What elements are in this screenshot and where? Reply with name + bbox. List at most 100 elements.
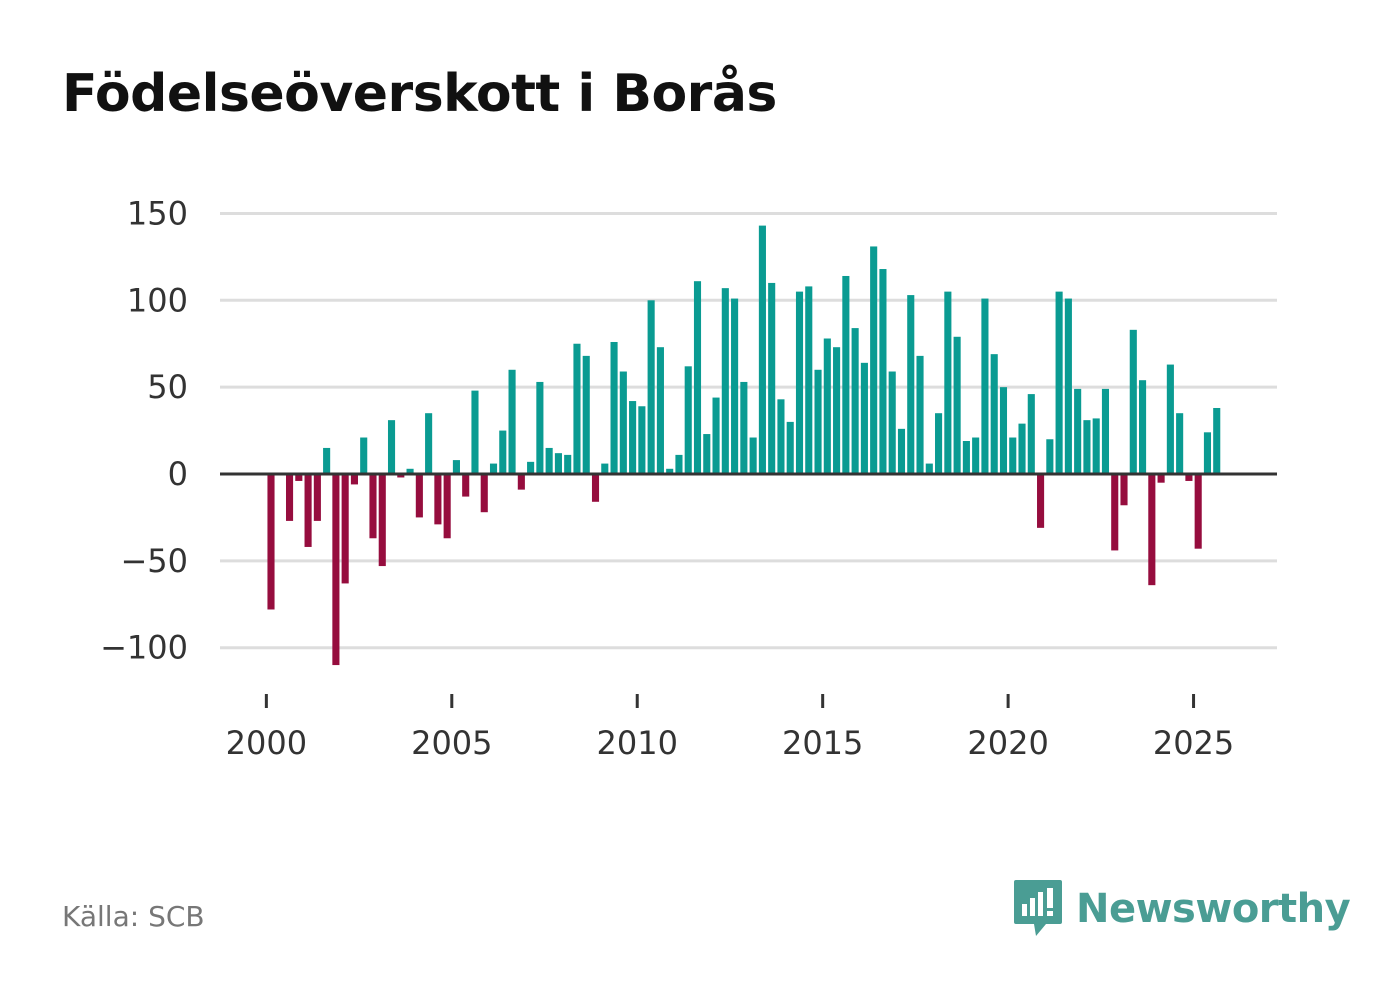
y-tick-label: −50 — [120, 542, 188, 580]
bar — [916, 355, 924, 474]
bar — [350, 474, 358, 485]
bar — [795, 291, 804, 474]
x-tick-label: 2025 — [1153, 724, 1234, 762]
bar — [638, 406, 646, 474]
bar — [814, 369, 822, 474]
bar — [554, 453, 562, 474]
x-tick-label: 2000 — [226, 724, 307, 762]
y-tick-label: 100 — [127, 281, 188, 319]
brand-name: Newsworthy — [1076, 886, 1351, 932]
bar — [647, 300, 655, 474]
bar — [1213, 407, 1221, 474]
bar — [870, 246, 878, 474]
bar — [888, 371, 896, 474]
grid-lines — [220, 211, 1277, 650]
bar — [1129, 329, 1137, 474]
bar — [758, 225, 766, 474]
bar — [1203, 432, 1212, 474]
x-tick-label: 2020 — [967, 724, 1048, 762]
bar — [397, 474, 405, 478]
source-note: Källa: SCB — [62, 900, 205, 933]
bar — [295, 474, 303, 481]
bar — [907, 295, 915, 474]
bar — [1157, 474, 1165, 483]
bar — [387, 420, 396, 474]
bar — [749, 437, 757, 474]
bar — [731, 298, 739, 474]
bar — [1185, 474, 1193, 481]
bar — [378, 474, 386, 567]
bar — [842, 275, 850, 474]
bar — [999, 387, 1008, 474]
bar — [1046, 439, 1054, 474]
bar — [313, 474, 321, 521]
bar — [285, 474, 294, 521]
bar — [545, 447, 553, 474]
bar — [860, 362, 868, 474]
bar — [462, 474, 470, 497]
bar — [962, 441, 970, 474]
bar — [768, 282, 776, 474]
y-tick-label: 0 — [168, 455, 188, 493]
bars — [267, 225, 1221, 666]
bar — [935, 413, 943, 474]
bar — [499, 430, 507, 474]
bar — [629, 401, 637, 474]
bar — [369, 474, 377, 539]
bar — [925, 463, 933, 474]
bar — [805, 286, 813, 474]
bar — [833, 347, 841, 474]
bar — [564, 454, 572, 474]
x-tick-label: 2005 — [411, 724, 492, 762]
bar — [406, 468, 414, 474]
y-tick-label: 50 — [147, 368, 188, 406]
bar — [1176, 413, 1184, 474]
bar — [972, 437, 980, 474]
bar — [527, 461, 535, 474]
bar — [666, 468, 674, 474]
bar — [1111, 474, 1119, 551]
bar — [619, 371, 627, 474]
bar — [573, 343, 581, 474]
bar — [323, 447, 331, 474]
bar — [1064, 298, 1072, 474]
bar — [360, 437, 368, 474]
bar — [777, 399, 785, 474]
x-axis: 2000 2005 2010 2015 2020 2025 — [226, 694, 1234, 762]
bar — [582, 355, 590, 474]
bar — [1083, 420, 1091, 474]
bar — [953, 336, 961, 474]
bar — [508, 369, 516, 474]
bar — [304, 474, 312, 547]
bar — [425, 413, 433, 474]
bar — [591, 474, 600, 502]
bar — [443, 474, 451, 539]
bar — [1009, 437, 1017, 474]
bar — [1055, 291, 1063, 474]
bar — [415, 474, 423, 518]
bar — [1148, 474, 1156, 586]
brand-logo: Newsworthy — [1012, 878, 1351, 940]
bar — [703, 434, 711, 474]
chart-title: Födelseöverskott i Borås — [62, 64, 777, 124]
bar — [851, 328, 859, 474]
y-tick-label: −100 — [100, 629, 188, 667]
bar — [434, 474, 442, 525]
bar — [1074, 388, 1082, 474]
bar — [471, 390, 479, 474]
bar — [1092, 418, 1100, 474]
bar — [879, 269, 887, 474]
bar — [740, 381, 748, 474]
bar — [332, 474, 340, 666]
bar — [786, 421, 794, 474]
bar — [693, 281, 702, 474]
bar — [480, 474, 488, 513]
bar — [610, 341, 618, 474]
y-axis-labels: 150 100 50 0 −50 −100 — [100, 194, 188, 666]
bar — [823, 338, 831, 474]
bar — [517, 474, 525, 490]
bar — [675, 454, 683, 474]
bar — [452, 460, 460, 474]
x-tick-label: 2010 — [597, 724, 678, 762]
